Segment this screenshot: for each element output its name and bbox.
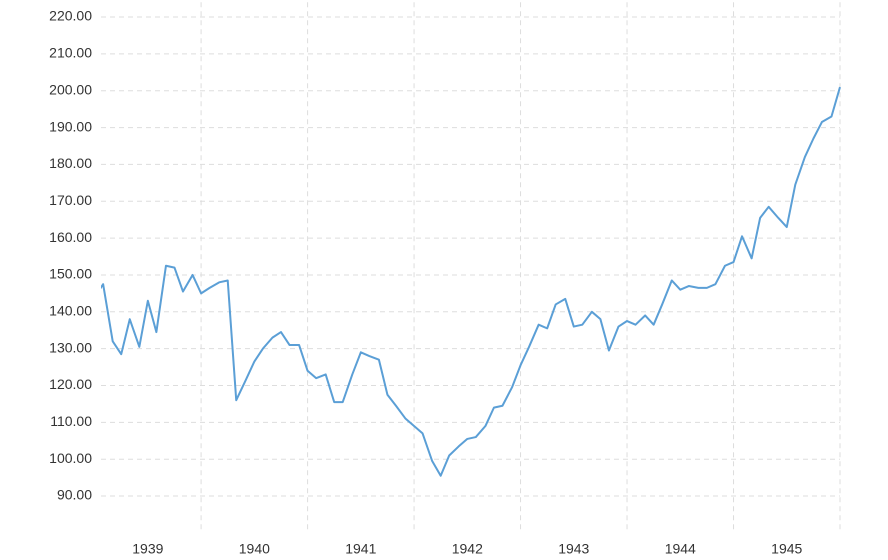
y-tick-label: 210.00 [49,45,92,61]
x-tick-label: 1942 [452,541,483,557]
y-tick-label: 180.00 [49,155,92,171]
y-tick-label: 130.00 [49,339,92,355]
y-tick-label: 140.00 [49,303,92,319]
x-tick-label: 1944 [665,541,696,557]
x-tick-label: 1941 [345,541,376,557]
y-tick-label: 100.00 [49,450,92,466]
x-tick-label: 1939 [132,541,163,557]
y-tick-label: 120.00 [49,376,92,392]
y-tick-label: 220.00 [49,8,92,24]
y-tick-label: 160.00 [49,229,92,245]
x-tick-label: 1945 [771,541,802,557]
x-tick-label: 1943 [558,541,589,557]
y-tick-label: 200.00 [49,81,92,97]
y-tick-label: 190.00 [49,118,92,134]
x-tick-label: 1940 [239,541,270,557]
y-tick-label: 90.00 [57,487,92,503]
y-tick-label: 110.00 [50,413,92,429]
y-tick-label: 170.00 [49,192,92,208]
y-tick-label: 150.00 [49,266,92,282]
data-line [101,86,841,477]
